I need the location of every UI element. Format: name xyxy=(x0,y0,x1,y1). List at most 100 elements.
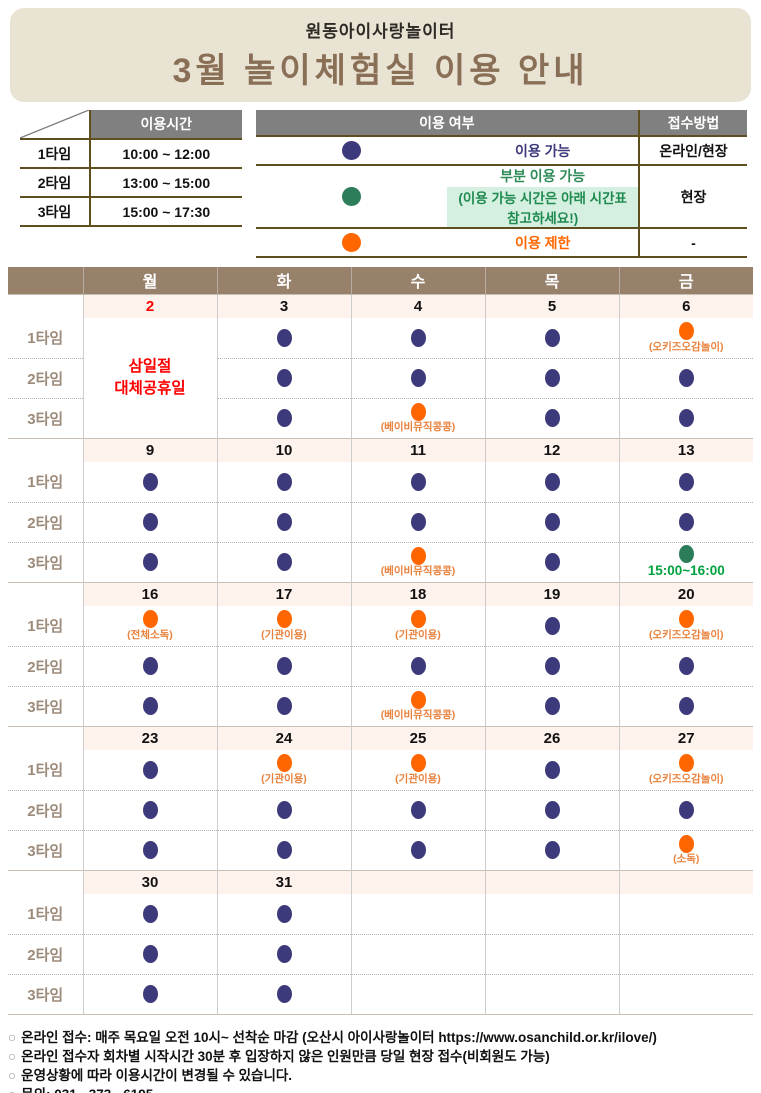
time-row: 2타임 xyxy=(8,789,753,830)
calendar-cell: (베이비뮤직콩콩) xyxy=(350,397,485,438)
footnote-line: ○ 온라인 접수자 회차별 시작시간 30분 후 입장하지 않은 인원만큼 당일 … xyxy=(8,1048,550,1064)
date-cell: 27 xyxy=(618,725,753,750)
weekday-header: 금 xyxy=(618,267,753,294)
status-dot-navy xyxy=(678,472,694,491)
time-label: 2타임 xyxy=(8,645,83,686)
date-cell xyxy=(350,869,485,894)
calendar-cell xyxy=(82,750,217,790)
time-slot-range: 13:00 ~ 15:00 xyxy=(89,168,242,198)
date-cell: 19 xyxy=(484,581,619,606)
activity-note: (기관이용) xyxy=(261,628,307,641)
status-dot-navy xyxy=(142,472,158,491)
date-cell: 6 xyxy=(618,293,753,318)
calendar-cell xyxy=(350,645,485,686)
status-dot-navy xyxy=(410,512,426,531)
date-cell: 31 xyxy=(216,869,351,894)
time-label: 2타임 xyxy=(8,789,83,830)
status-dot-orange xyxy=(142,610,158,629)
calendar-cell: (오키즈오감놀이) xyxy=(618,750,753,790)
legend-status-header: 이용 여부 xyxy=(255,110,639,137)
calendar-cell xyxy=(350,973,485,1015)
calendar-cell: (베이비뮤직콩콩) xyxy=(350,541,485,582)
time-label: 1타임 xyxy=(27,906,64,924)
holiday-cell: 삼일절 대체공휴일 xyxy=(82,318,217,438)
calendar-cell: (오키즈오감놀이) xyxy=(618,606,753,646)
status-dot-navy xyxy=(410,840,426,859)
time-table-row: 2타임 13:00 ~ 15:00 xyxy=(20,168,242,198)
time-label: 2타임 xyxy=(8,357,83,398)
calendar-cell xyxy=(618,894,753,934)
time-label: 3타임 xyxy=(8,397,83,438)
status-dot-navy xyxy=(678,800,694,819)
status-dot-navy xyxy=(678,512,694,531)
calendar-cell xyxy=(618,645,753,686)
activity-note: (베이비뮤직콩콩) xyxy=(380,564,456,577)
calendar-cell xyxy=(618,462,753,502)
date-row-label-cell xyxy=(8,437,83,462)
calendar-cell xyxy=(216,829,351,870)
date-row-label-cell xyxy=(8,581,83,606)
page-title: 3월 놀이체험실 이용 안내 xyxy=(172,52,589,90)
status-dot-navy xyxy=(276,512,292,531)
time-row: 2타임 xyxy=(8,645,753,686)
time-label: 3타임 xyxy=(8,685,83,726)
status-dot-navy xyxy=(276,840,292,859)
activity-note: 15:00~16:00 xyxy=(647,563,725,579)
legend-dot-cell xyxy=(255,228,448,258)
calendar-cell xyxy=(618,397,753,438)
time-label: 2타임 xyxy=(8,501,83,542)
calendar-cell xyxy=(82,894,217,934)
legend-desc-cell: 부분 이용 가능 (이용 가능 시간은 아래 시간표 참고하세요!) xyxy=(447,165,639,229)
date-cell: 3 xyxy=(216,293,351,318)
calendar-cell xyxy=(618,357,753,398)
status-dot-navy xyxy=(544,840,560,859)
calendar-cell xyxy=(484,933,619,974)
calendar-cell xyxy=(484,541,619,582)
calendar-cell xyxy=(484,397,619,438)
status-dot-orange xyxy=(410,402,426,421)
calendar-cell xyxy=(216,933,351,974)
calendar-cell xyxy=(82,685,217,726)
calendar-cell: (전체소독) xyxy=(82,606,217,646)
calendar-cell xyxy=(82,973,217,1015)
calendar-cell xyxy=(618,789,753,830)
calendar-cell xyxy=(350,501,485,542)
calendar-cell xyxy=(484,357,619,398)
legend-row: 부분 이용 가능 (이용 가능 시간은 아래 시간표 참고하세요!) 현장 xyxy=(255,165,747,229)
status-dot-orange xyxy=(410,690,426,709)
calendar-cell xyxy=(216,357,351,398)
legend-status-label: 부분 이용 가능 xyxy=(500,168,586,184)
activity-note: (기관이용) xyxy=(395,772,441,785)
calendar-cell xyxy=(82,645,217,686)
time-row: 1타임 xyxy=(8,894,753,934)
calendar-cell: (기관이용) xyxy=(350,750,485,790)
time-row: 3타임 (베이비뮤직콩콩) xyxy=(8,685,753,726)
calendar-cell xyxy=(350,829,485,870)
status-dot-navy xyxy=(142,760,158,779)
date-row: 9 10 11 12 13 xyxy=(8,437,753,462)
calendar-cell xyxy=(350,462,485,502)
legend-status-subnote: (이용 가능 시간은 아래 시간표 참고하세요!) xyxy=(447,187,638,227)
calendar-cell xyxy=(350,894,485,934)
date-cell: 16 xyxy=(82,581,217,606)
time-table-row: 3타임 15:00 ~ 17:30 xyxy=(20,197,242,227)
time-label: 3타임 xyxy=(8,973,83,1015)
calendar-cell xyxy=(484,645,619,686)
status-dot-orange xyxy=(341,233,361,252)
calendar-cell xyxy=(216,685,351,726)
legend-method-value: 온라인/현장 xyxy=(638,136,747,166)
calendar-cell xyxy=(618,933,753,974)
legend-row: 이용 가능 온라인/현장 xyxy=(255,136,747,166)
status-dot-navy xyxy=(142,840,158,859)
time-table: 이용시간 1타임 10:00 ~ 12:00 2타임 13:00 ~ 15:00 3타임… xyxy=(20,110,242,227)
time-label: 1타임 xyxy=(27,618,64,636)
diagonal-corner-cell xyxy=(20,110,90,140)
bullet-icon: ○ xyxy=(8,1087,16,1093)
status-dot-navy xyxy=(276,984,292,1003)
legend-dot-cell xyxy=(255,136,448,166)
date-cell: 13 xyxy=(618,437,753,462)
calendar-cell xyxy=(82,501,217,542)
status-dot-navy xyxy=(544,616,560,635)
weekday-header: 목 xyxy=(484,267,619,294)
status-dot-navy xyxy=(276,800,292,819)
